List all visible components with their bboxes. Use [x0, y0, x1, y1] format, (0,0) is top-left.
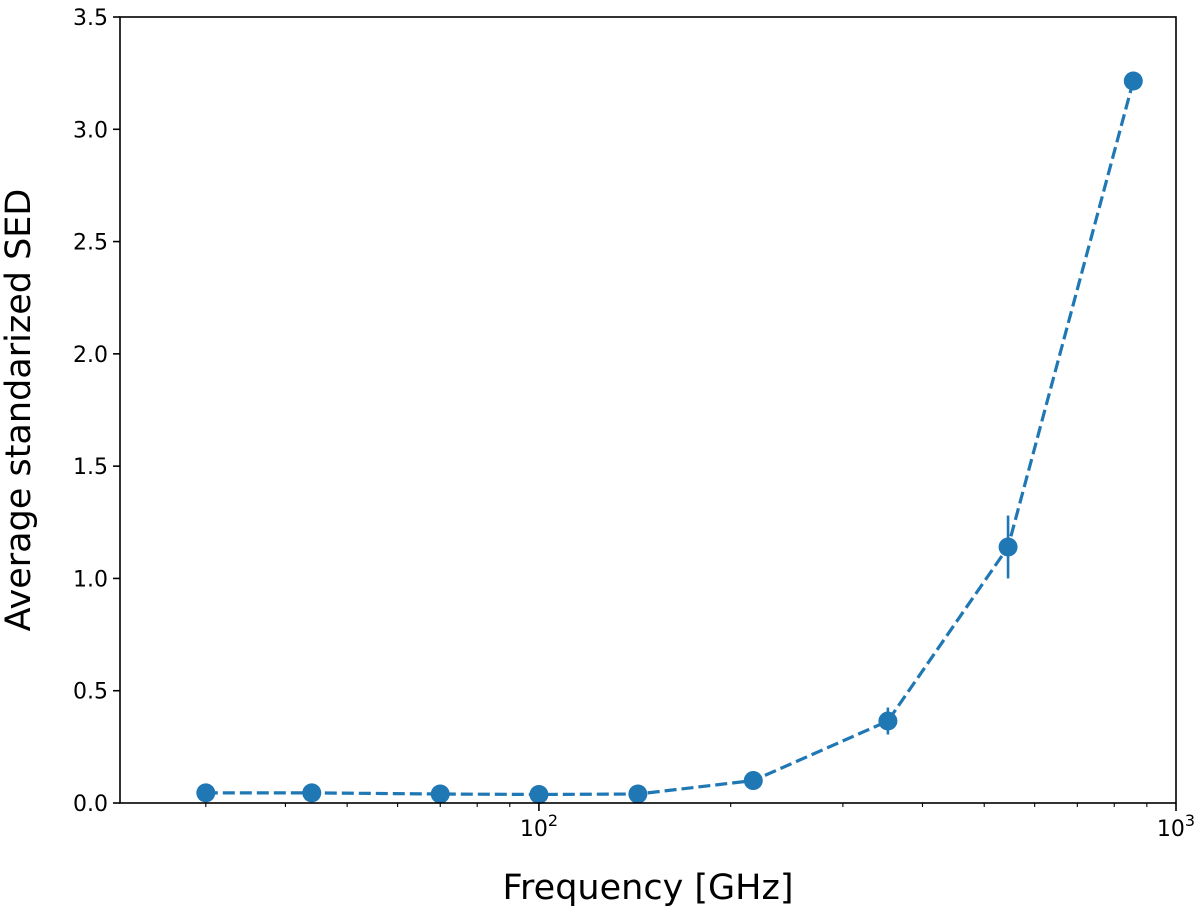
- x-axis-title: Frequency [GHz]: [502, 868, 793, 908]
- y-tick-label: 1.0: [73, 567, 108, 592]
- y-tick-label: 3.0: [73, 118, 108, 143]
- data-point: [430, 784, 450, 804]
- y-tick-label: 2.0: [73, 343, 108, 368]
- x-tick-label-base: 10: [1157, 817, 1185, 842]
- data-point: [196, 783, 216, 803]
- data-point: [1123, 71, 1143, 91]
- chart-marks: [196, 71, 1143, 804]
- y-tick-label: 1.5: [73, 455, 108, 480]
- x-tick-label-base: 10: [520, 817, 548, 842]
- data-point: [302, 783, 322, 803]
- data-point: [878, 711, 898, 731]
- data-point: [628, 784, 648, 804]
- plot-frame: [119, 16, 1177, 804]
- x-tick-label: 102: [520, 811, 558, 842]
- data-point: [998, 537, 1018, 557]
- y-tick-label: 2.5: [73, 231, 108, 256]
- series-line: [205, 80, 1135, 797]
- y-tick-label: 0.0: [73, 792, 108, 817]
- x-tick-label: 103: [1157, 811, 1195, 842]
- data-point: [529, 784, 549, 804]
- y-axis-title: Average standarized SED: [0, 189, 39, 632]
- x-tick-label-exponent: 3: [1185, 811, 1195, 830]
- data-point: [743, 771, 763, 791]
- x-tick-label-exponent: 2: [548, 811, 558, 830]
- y-tick-label: 0.5: [73, 680, 108, 705]
- y-tick-label: 3.5: [73, 6, 108, 31]
